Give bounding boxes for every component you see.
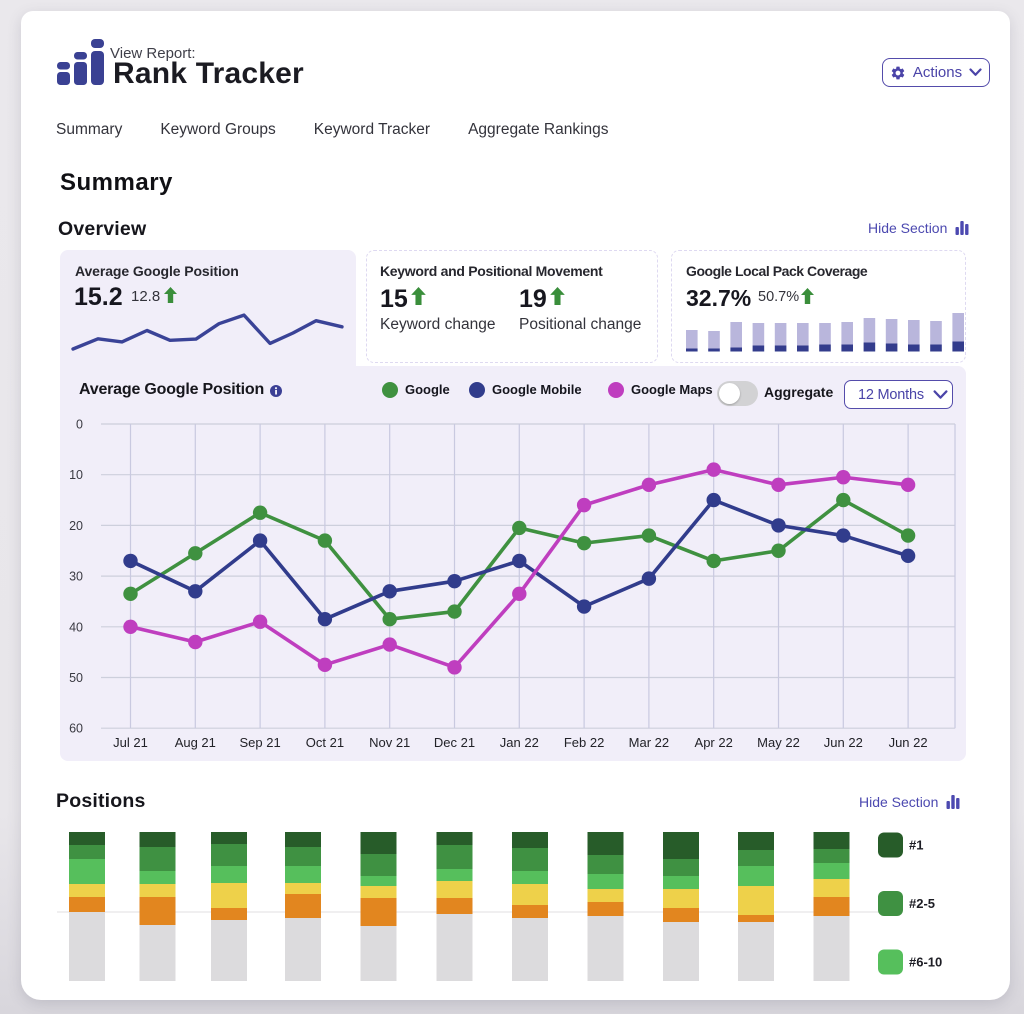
svg-text:40: 40 [69, 620, 83, 634]
svg-text:Jan 22: Jan 22 [500, 735, 539, 750]
svg-text:Mar 22: Mar 22 [629, 735, 669, 750]
svg-text:Apr 22: Apr 22 [695, 735, 733, 750]
svg-text:Dec 21: Dec 21 [434, 735, 475, 750]
svg-text:Feb 22: Feb 22 [564, 735, 604, 750]
svg-text:Aug 21: Aug 21 [175, 735, 216, 750]
svg-text:Jun 22: Jun 22 [824, 735, 863, 750]
svg-text:Jun 22: Jun 22 [889, 735, 928, 750]
svg-text:50: 50 [69, 671, 83, 685]
svg-text:Jul 21: Jul 21 [113, 735, 148, 750]
svg-text:Nov 21: Nov 21 [369, 735, 410, 750]
svg-text:May 22: May 22 [757, 735, 800, 750]
svg-text:20: 20 [69, 519, 83, 533]
svg-text:#6-10: #6-10 [909, 955, 942, 970]
svg-text:#1: #1 [909, 838, 923, 853]
svg-text:Oct 21: Oct 21 [306, 735, 344, 750]
svg-text:Sep 21: Sep 21 [239, 735, 280, 750]
svg-text:60: 60 [69, 722, 83, 736]
svg-text:10: 10 [69, 468, 83, 482]
svg-text:0: 0 [76, 418, 83, 432]
svg-text:#2-5: #2-5 [909, 896, 935, 911]
svg-text:30: 30 [69, 570, 83, 584]
